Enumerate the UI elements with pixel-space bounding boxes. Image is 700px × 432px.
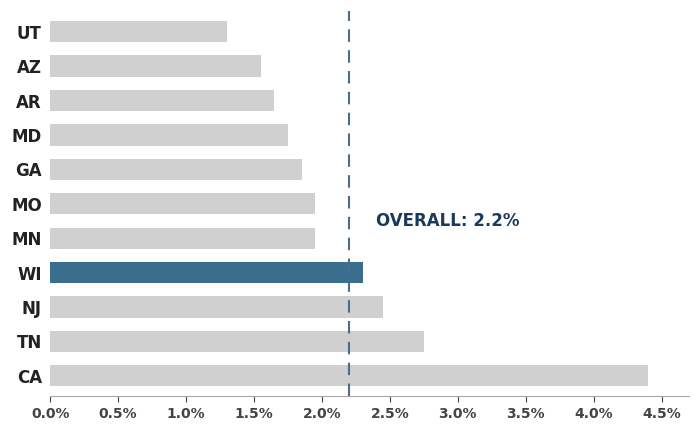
Bar — [50, 296, 383, 318]
Bar — [50, 21, 227, 42]
Bar — [50, 55, 261, 77]
Bar — [50, 124, 288, 146]
Bar — [50, 159, 302, 180]
Bar — [50, 365, 648, 387]
Text: OVERALL: 2.2%: OVERALL: 2.2% — [377, 212, 520, 230]
Bar — [50, 331, 424, 352]
Bar — [50, 228, 315, 249]
Bar — [50, 193, 315, 214]
Bar — [50, 90, 274, 111]
Bar — [50, 262, 363, 283]
